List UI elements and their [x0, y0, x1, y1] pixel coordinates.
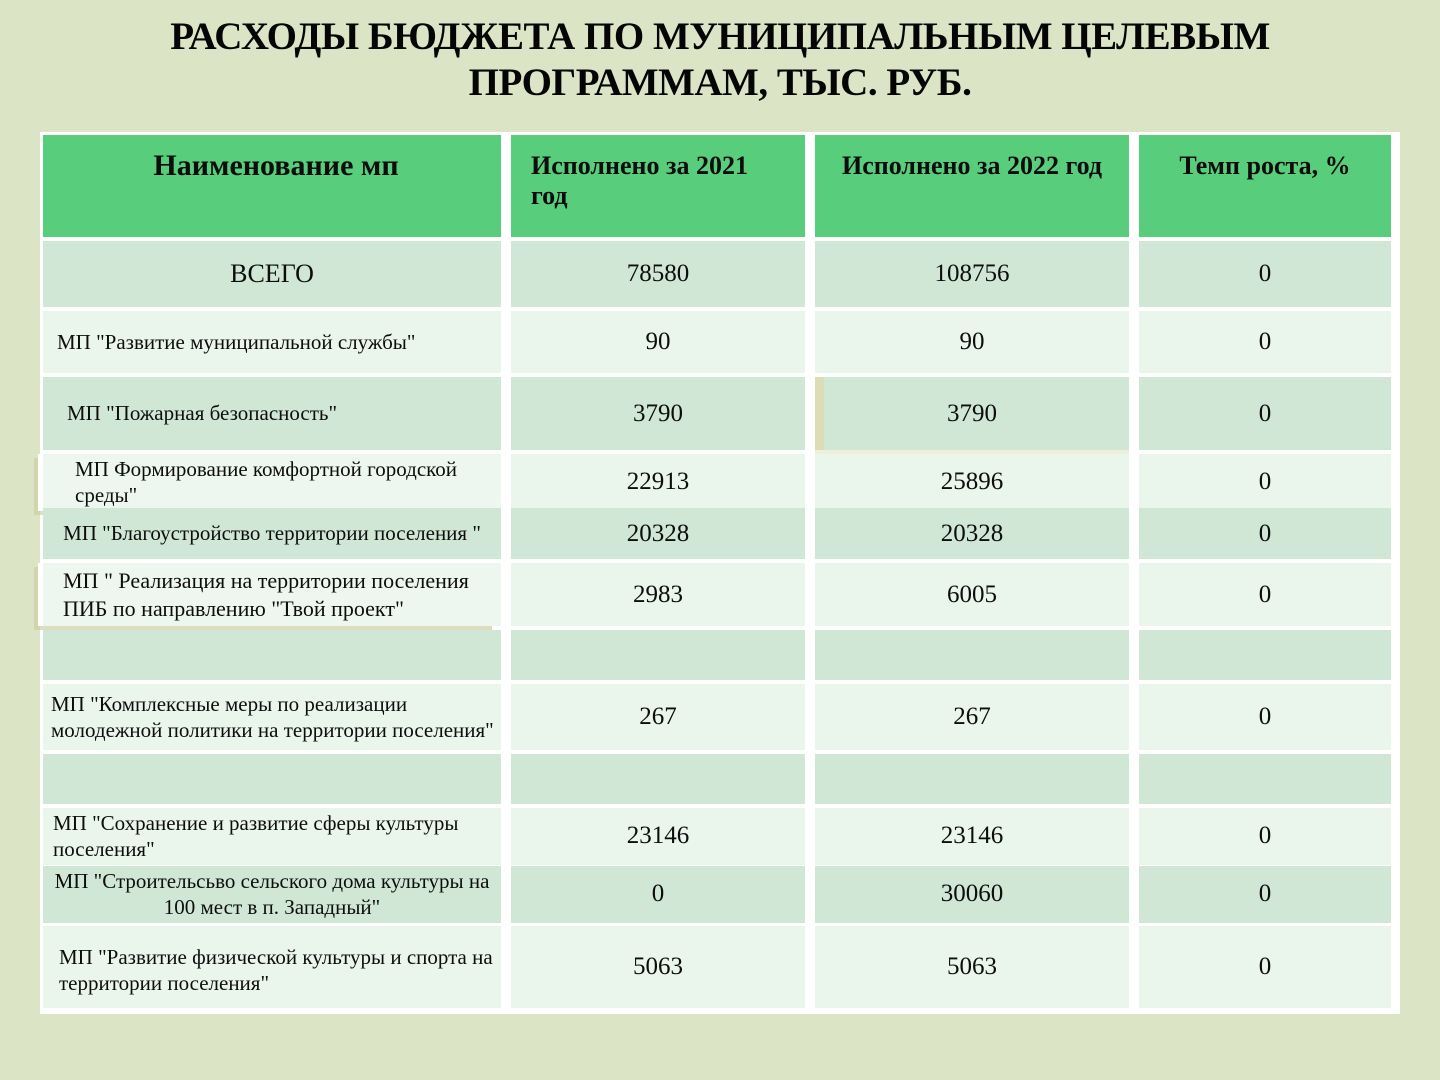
growth-cell: 0: [1139, 241, 1391, 307]
program-name-cell: МП "Строительсьво сельского дома культур…: [43, 866, 501, 923]
value-2021-cell: 3790: [511, 377, 805, 450]
value-2022-cell: 5063: [815, 926, 1129, 1008]
value-2021-cell: 90: [511, 311, 805, 373]
header-program-name: Наименование мп: [43, 135, 501, 237]
growth-cell: 0: [1139, 311, 1391, 373]
value-2022-cell: 25896: [815, 454, 1129, 511]
program-name-cell: МП " Реализация на территории поселения …: [43, 563, 501, 626]
value-2021-cell: [511, 630, 805, 680]
program-name-cell: ВСЕГО: [43, 241, 501, 307]
value-2022-cell: 267: [815, 684, 1129, 750]
value-2021-cell: 22913: [511, 454, 805, 511]
table-row-empty: [43, 754, 1397, 804]
header-program-name-label: Наименование мп: [153, 149, 399, 182]
program-name-cell: МП "Развитие муниципальной службы": [43, 311, 501, 373]
value-2021-cell: 20328: [511, 508, 805, 559]
value-2022-cell: 23146: [815, 808, 1129, 865]
table-row-empty: [43, 630, 1397, 680]
growth-cell: 0: [1139, 377, 1391, 450]
program-name-cell: МП "Сохранение и развитие сферы культуры…: [43, 808, 501, 865]
program-name-cell: МП "Развитие физической культуры и спорт…: [43, 926, 501, 1008]
table-row: МП "Сохранение и развитие сферы культуры…: [43, 808, 1397, 865]
value-2022-cell: 6005: [815, 563, 1129, 626]
table-row: МП "Развитие физической культуры и спорт…: [43, 926, 1397, 1008]
value-2022-cell: [815, 754, 1129, 804]
slide-title-line2: ПРОГРАММАМ, ТЫС. РУБ.: [468, 61, 972, 105]
header-growth-rate: Темп роста, %: [1139, 135, 1391, 237]
value-2022-cell: 108756: [815, 241, 1129, 307]
header-executed-2022: Исполнено за 2022 год: [815, 135, 1129, 237]
growth-cell: 0: [1139, 563, 1391, 626]
value-2021-cell: 2983: [511, 563, 805, 626]
growth-cell: 0: [1139, 684, 1391, 750]
program-name-cell: МП "Благоустройство территории поселения…: [43, 508, 501, 559]
table-row: МП Формирование комфортной городской сре…: [43, 454, 1397, 511]
value-2021-cell: 0: [511, 866, 805, 923]
table-row-total: ВСЕГО 78580 108756 0: [43, 241, 1397, 307]
header-executed-2021: Исполнено за 2021 год: [511, 135, 805, 237]
value-2021-cell: 78580: [511, 241, 805, 307]
value-2021-cell: 5063: [511, 926, 805, 1008]
growth-cell: [1139, 754, 1391, 804]
program-name-cell: МП "Пожарная безопасность": [43, 377, 501, 450]
header-growth-rate-label: Темп роста, %: [1179, 151, 1351, 180]
value-2021-cell: 267: [511, 684, 805, 750]
table-row: МП " Реализация на территории поселения …: [43, 563, 1397, 626]
value-2021-cell: [511, 754, 805, 804]
program-name-cell: [43, 754, 501, 804]
growth-cell: 0: [1139, 866, 1391, 923]
slide-title-line1: РАСХОДЫ БЮДЖЕТА ПО МУНИЦИПАЛЬНЫМ ЦЕЛЕВЫМ: [170, 15, 1270, 58]
budget-table: Наименование мп Исполнено за 2021 год Ис…: [40, 132, 1400, 1014]
header-executed-2022-label: Исполнено за 2022 год: [842, 151, 1102, 180]
value-2022-cell: 20328: [815, 508, 1129, 559]
table-row: МП "Пожарная безопасность" 3790 3790 0: [43, 377, 1397, 450]
slide-title: РАСХОДЫ БЮДЖЕТА ПО МУНИЦИПАЛЬНЫМ ЦЕЛЕВЫМ…: [0, 14, 1440, 106]
growth-cell: 0: [1139, 454, 1391, 511]
program-name-cell: [43, 630, 501, 680]
table-row: МП "Строительсьво сельского дома культур…: [43, 866, 1397, 923]
growth-cell: 0: [1139, 508, 1391, 559]
value-2022-cell: 3790: [815, 377, 1129, 450]
table-row: МП "Комплексные меры по реализации молод…: [43, 684, 1397, 750]
growth-cell: 0: [1139, 808, 1391, 865]
table-header-row: Наименование мп Исполнено за 2021 год Ис…: [43, 135, 1397, 237]
program-name-cell: МП "Комплексные меры по реализации молод…: [43, 684, 501, 750]
value-2022-cell: 30060: [815, 866, 1129, 923]
value-2021-cell: 23146: [511, 808, 805, 865]
program-name-cell: МП Формирование комфортной городской сре…: [43, 454, 501, 511]
growth-cell: [1139, 630, 1391, 680]
table-row: МП "Развитие муниципальной службы" 90 90…: [43, 311, 1397, 373]
table-row: МП "Благоустройство территории поселения…: [43, 508, 1397, 559]
header-executed-2021-label: Исполнено за 2021 год: [531, 151, 748, 210]
value-2022-cell: [815, 630, 1129, 680]
growth-cell: 0: [1139, 926, 1391, 1008]
value-2022-cell: 90: [815, 311, 1129, 373]
